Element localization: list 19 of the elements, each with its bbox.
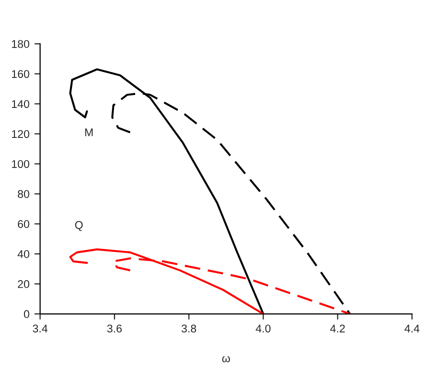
x-tick-label: 4.0 xyxy=(256,324,271,332)
annotation: Q xyxy=(75,221,83,231)
y-tick-label: 120 xyxy=(12,130,30,138)
x-tick-label: 4.4 xyxy=(404,324,420,332)
y-tick-label: 180 xyxy=(12,40,30,48)
y-tick-label: 60 xyxy=(18,220,30,228)
x-tick-label: 4.2 xyxy=(330,324,345,332)
y-tick-label: 40 xyxy=(18,250,30,258)
y-tick-label: 0 xyxy=(24,310,30,318)
x-tick-label: 3.6 xyxy=(107,324,122,332)
x-tick-label: 3.4 xyxy=(32,324,48,332)
y-tick-label: 140 xyxy=(12,100,30,108)
y-tick-label: 160 xyxy=(12,70,30,78)
x-tick-label: 3.8 xyxy=(182,324,196,332)
annotation: M xyxy=(85,128,93,136)
x-axis-title: ω xyxy=(222,356,230,362)
y-tick-label: 100 xyxy=(12,160,30,168)
y-tick-label: 20 xyxy=(18,280,30,288)
y-tick-label: 80 xyxy=(18,190,30,198)
